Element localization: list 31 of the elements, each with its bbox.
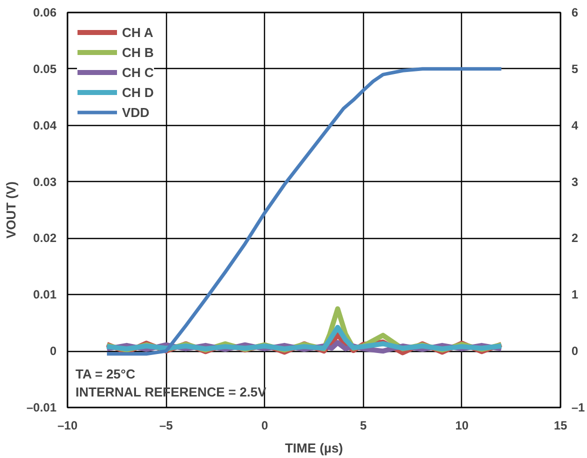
y-tick-label: 0.01 — [33, 288, 57, 302]
x-tick-label: 15 — [554, 418, 568, 432]
x-tick-label: –10 — [57, 418, 78, 432]
line-series — [105, 67, 504, 356]
y-tick-label: 0 — [50, 344, 57, 358]
y2-tick-label: 3 — [572, 174, 578, 189]
y2-tick-label: 0 — [572, 344, 578, 358]
y2-tick-label: –1 — [572, 400, 586, 414]
y2-tick-label: 1 — [572, 288, 578, 302]
y-tick-label: 0.05 — [33, 62, 57, 76]
x-tick-label: –5 — [159, 418, 174, 432]
y2-tick-label: 4 — [572, 118, 578, 132]
legend-label: CH C — [122, 64, 154, 80]
y2-tick-label: 2 — [572, 231, 578, 246]
x-axis-title: TIME (µs) — [284, 440, 344, 456]
y2-tick-label: 5 — [572, 62, 578, 76]
y-tick-label: –0.01 — [26, 400, 57, 414]
y-tick-label: 0.03 — [33, 174, 57, 189]
legend-label: CH B — [122, 44, 154, 60]
legend-label: CH D — [122, 84, 154, 100]
y-tick-label: 0.02 — [33, 231, 57, 246]
y2-tick-label: 6 — [572, 6, 578, 20]
legend-label: VDD — [122, 104, 150, 120]
y-axis-title: VOUT (V) — [3, 181, 18, 239]
y-tick-label: 0.06 — [33, 6, 57, 20]
annotation: TA = 25°C — [76, 366, 136, 382]
y-tick-label: 0.04 — [33, 118, 57, 132]
x-tick-label: 5 — [360, 418, 367, 432]
x-tick-label: 10 — [455, 418, 469, 432]
legend-label: CH A — [122, 24, 154, 40]
x-tick-label: 0 — [261, 418, 268, 432]
